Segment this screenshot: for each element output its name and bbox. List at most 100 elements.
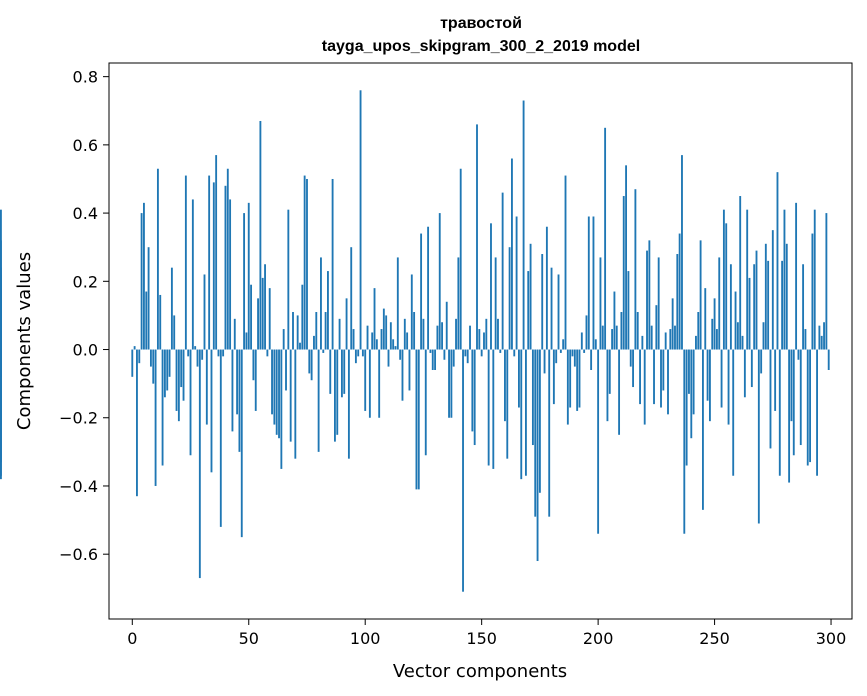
bar-295 bbox=[818, 325, 821, 350]
bar-198 bbox=[592, 216, 595, 350]
bar-97 bbox=[357, 349, 360, 357]
bar-26 bbox=[191, 199, 194, 350]
bar-283 bbox=[790, 349, 793, 422]
bar-215 bbox=[632, 349, 634, 388]
bar-56 bbox=[261, 277, 264, 350]
bar-131 bbox=[436, 325, 439, 350]
bar-151 bbox=[483, 332, 485, 350]
bar-126 bbox=[424, 349, 427, 456]
bar-54 bbox=[257, 298, 259, 350]
bar-5 bbox=[143, 202, 145, 350]
bar-228 bbox=[662, 349, 665, 391]
bar-286 bbox=[797, 349, 800, 360]
bar-70 bbox=[294, 349, 297, 459]
bar-15 bbox=[166, 349, 169, 391]
bar-22 bbox=[182, 349, 185, 401]
bar-66 bbox=[285, 349, 287, 391]
bar-178 bbox=[545, 226, 548, 350]
bar-163 bbox=[511, 158, 513, 350]
bars-group bbox=[0, 90, 830, 592]
bar-242 bbox=[695, 335, 697, 350]
plot-frame bbox=[108, 62, 853, 620]
bar-176 bbox=[541, 254, 544, 350]
bar-152 bbox=[485, 318, 488, 350]
bar-88 bbox=[336, 349, 339, 435]
bar-65 bbox=[282, 329, 285, 350]
bar-289 bbox=[804, 329, 807, 350]
bar-10 bbox=[154, 349, 157, 486]
bar-156 bbox=[494, 257, 497, 350]
bar-undefined bbox=[0, 349, 2, 377]
bar-111 bbox=[389, 322, 392, 350]
bar-100 bbox=[364, 349, 367, 411]
bar-125 bbox=[422, 318, 425, 350]
bar-133 bbox=[441, 322, 443, 350]
bar-292 bbox=[811, 233, 814, 350]
bar-171 bbox=[529, 243, 532, 350]
bar-110 bbox=[387, 349, 390, 367]
bar-224 bbox=[653, 349, 655, 405]
bar-55 bbox=[259, 120, 262, 350]
bar-134 bbox=[443, 349, 446, 360]
bar-121 bbox=[413, 312, 416, 350]
bar-149 bbox=[478, 329, 481, 350]
y-tick-label: −0.6 bbox=[59, 545, 98, 564]
bar-279 bbox=[781, 260, 784, 350]
bar-30 bbox=[201, 349, 204, 360]
x-tick-label: 50 bbox=[239, 629, 259, 648]
bar-225 bbox=[655, 305, 658, 350]
bar-99 bbox=[361, 349, 364, 357]
bar-37 bbox=[217, 349, 220, 357]
bar-191 bbox=[576, 349, 579, 411]
bar-4 bbox=[140, 213, 143, 350]
bar-213 bbox=[627, 271, 630, 350]
bar-255 bbox=[725, 223, 728, 350]
bar-120 bbox=[410, 274, 413, 350]
bar-90 bbox=[340, 349, 343, 398]
bar-239 bbox=[688, 349, 690, 394]
y-tick-label: 0.4 bbox=[73, 204, 98, 223]
bar-211 bbox=[622, 196, 625, 350]
y-tick-label: 0.8 bbox=[73, 68, 98, 87]
bar-95 bbox=[352, 329, 355, 350]
bar-231 bbox=[669, 329, 672, 350]
bar-189 bbox=[571, 349, 574, 357]
bar-80 bbox=[317, 349, 320, 452]
bar-181 bbox=[552, 349, 555, 405]
bar-274 bbox=[769, 349, 772, 449]
bar-52 bbox=[252, 349, 255, 381]
bar-193 bbox=[580, 332, 583, 350]
bar-177 bbox=[543, 349, 546, 374]
bar-236 bbox=[681, 155, 683, 350]
bar-undefined bbox=[0, 209, 2, 350]
bar-199 bbox=[594, 339, 597, 350]
bar-150 bbox=[480, 349, 483, 357]
bar-140 bbox=[457, 257, 460, 350]
bar-1 bbox=[133, 346, 136, 350]
bar-45 bbox=[236, 349, 239, 415]
bar-0 bbox=[131, 349, 134, 377]
bar-68 bbox=[289, 349, 292, 442]
bar-76 bbox=[308, 349, 311, 374]
bar-51 bbox=[250, 284, 253, 350]
bar-72 bbox=[299, 342, 301, 350]
bar-25 bbox=[189, 349, 192, 456]
bar-208 bbox=[615, 325, 618, 350]
bar-17 bbox=[170, 267, 173, 350]
bar-7 bbox=[147, 247, 150, 350]
bar-153 bbox=[487, 349, 490, 466]
x-tick-label: 100 bbox=[350, 629, 381, 648]
bar-190 bbox=[573, 349, 576, 367]
bar-201 bbox=[599, 257, 602, 350]
bar-172 bbox=[531, 349, 534, 446]
bar-19 bbox=[175, 349, 178, 411]
bar-60 bbox=[271, 349, 273, 415]
y-tick-label: 0.0 bbox=[73, 341, 98, 360]
bar-48 bbox=[243, 213, 246, 350]
bar-91 bbox=[343, 349, 346, 394]
bar-260 bbox=[736, 322, 739, 350]
bar-195 bbox=[585, 315, 588, 350]
bar-197 bbox=[590, 349, 593, 370]
bar-138 bbox=[452, 349, 455, 367]
chart-subtitle: tayga_upos_skipgram_300_2_2019 model bbox=[322, 38, 640, 55]
